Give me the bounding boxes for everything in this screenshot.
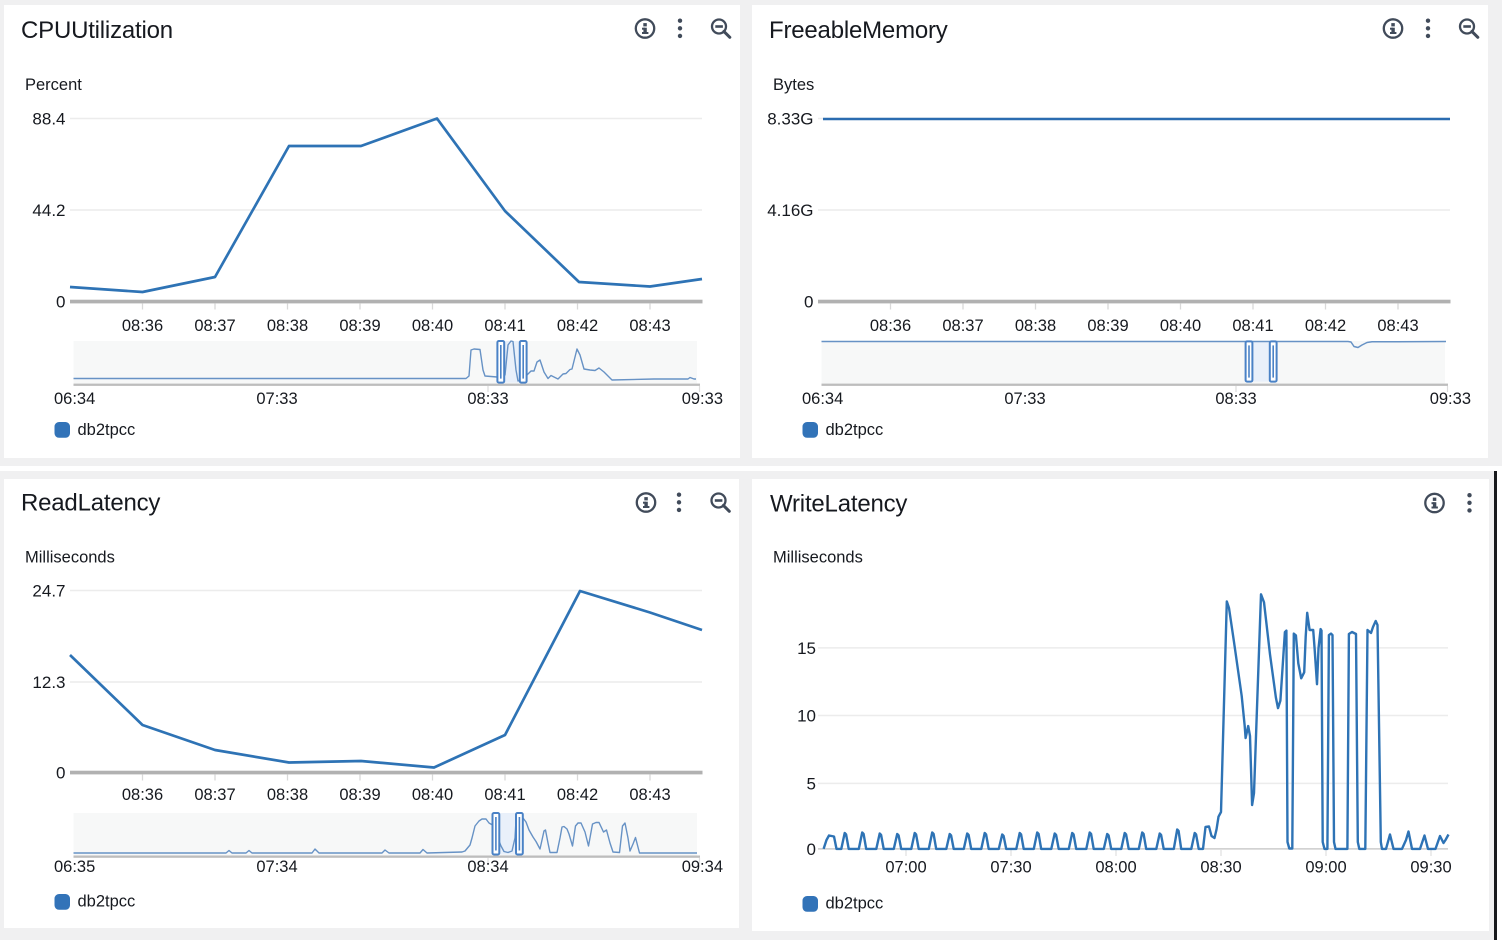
svg-text:db2tpcc: db2tpcc xyxy=(78,421,136,439)
svg-text:8.33G: 8.33G xyxy=(767,110,813,129)
svg-text:08:33: 08:33 xyxy=(1215,390,1256,408)
svg-text:08:40: 08:40 xyxy=(412,786,453,804)
svg-text:08:36: 08:36 xyxy=(122,786,163,804)
svg-text:08:34: 08:34 xyxy=(467,858,508,876)
svg-text:08:40: 08:40 xyxy=(1160,317,1201,335)
svg-text:0: 0 xyxy=(56,764,65,783)
svg-text:07:34: 07:34 xyxy=(256,858,297,876)
svg-text:08:42: 08:42 xyxy=(557,786,598,804)
svg-text:0: 0 xyxy=(804,293,813,312)
svg-text:08:37: 08:37 xyxy=(194,317,235,335)
svg-text:08:33: 08:33 xyxy=(467,390,508,408)
svg-text:0: 0 xyxy=(807,840,816,859)
svg-text:06:35: 06:35 xyxy=(54,858,95,876)
svg-text:ReadLatency: ReadLatency xyxy=(21,490,160,517)
svg-text:db2tpcc: db2tpcc xyxy=(826,895,884,913)
svg-text:09:30: 09:30 xyxy=(1410,859,1451,877)
svg-text:09:34: 09:34 xyxy=(682,858,723,876)
svg-text:08:30: 08:30 xyxy=(1200,859,1241,877)
svg-text:4.16G: 4.16G xyxy=(767,201,813,220)
svg-text:08:43: 08:43 xyxy=(1377,317,1418,335)
svg-text:Milliseconds: Milliseconds xyxy=(773,549,863,567)
svg-text:Milliseconds: Milliseconds xyxy=(25,549,115,567)
svg-text:Bytes: Bytes xyxy=(773,76,814,94)
svg-text:06:34: 06:34 xyxy=(802,390,843,408)
svg-text:08:40: 08:40 xyxy=(412,317,453,335)
svg-text:0: 0 xyxy=(56,293,65,312)
svg-text:5: 5 xyxy=(807,774,816,793)
svg-text:08:38: 08:38 xyxy=(267,786,308,804)
svg-text:08:41: 08:41 xyxy=(484,317,525,335)
svg-text:15: 15 xyxy=(797,639,816,658)
svg-text:08:41: 08:41 xyxy=(1232,317,1273,335)
svg-text:07:30: 07:30 xyxy=(990,859,1031,877)
svg-text:09:00: 09:00 xyxy=(1305,859,1346,877)
svg-text:07:33: 07:33 xyxy=(256,390,297,408)
svg-text:CPUUtilization: CPUUtilization xyxy=(21,17,173,44)
svg-text:08:37: 08:37 xyxy=(942,317,983,335)
svg-text:08:00: 08:00 xyxy=(1095,859,1136,877)
svg-text:08:36: 08:36 xyxy=(870,317,911,335)
svg-text:88.4: 88.4 xyxy=(32,110,65,129)
svg-text:07:33: 07:33 xyxy=(1004,390,1045,408)
svg-text:Percent: Percent xyxy=(25,76,82,94)
svg-text:08:38: 08:38 xyxy=(267,317,308,335)
svg-text:08:39: 08:39 xyxy=(339,317,380,335)
svg-text:12.3: 12.3 xyxy=(32,673,65,692)
svg-text:08:39: 08:39 xyxy=(339,786,380,804)
svg-text:08:42: 08:42 xyxy=(1305,317,1346,335)
svg-text:08:43: 08:43 xyxy=(629,786,670,804)
svg-text:08:37: 08:37 xyxy=(194,786,235,804)
svg-text:08:38: 08:38 xyxy=(1015,317,1056,335)
svg-text:07:00: 07:00 xyxy=(885,859,926,877)
svg-text:10: 10 xyxy=(797,707,816,726)
svg-text:08:43: 08:43 xyxy=(629,317,670,335)
svg-text:db2tpcc: db2tpcc xyxy=(826,421,884,439)
svg-text:24.7: 24.7 xyxy=(32,582,65,601)
svg-text:FreeableMemory: FreeableMemory xyxy=(769,17,948,44)
svg-text:06:34: 06:34 xyxy=(54,390,95,408)
svg-text:44.2: 44.2 xyxy=(32,201,65,220)
svg-text:09:33: 09:33 xyxy=(682,390,723,408)
svg-text:08:41: 08:41 xyxy=(484,786,525,804)
svg-text:08:36: 08:36 xyxy=(122,317,163,335)
svg-text:WriteLatency: WriteLatency xyxy=(770,491,907,518)
svg-text:09:33: 09:33 xyxy=(1430,390,1471,408)
svg-text:08:42: 08:42 xyxy=(557,317,598,335)
svg-text:08:39: 08:39 xyxy=(1087,317,1128,335)
svg-text:db2tpcc: db2tpcc xyxy=(78,893,136,911)
